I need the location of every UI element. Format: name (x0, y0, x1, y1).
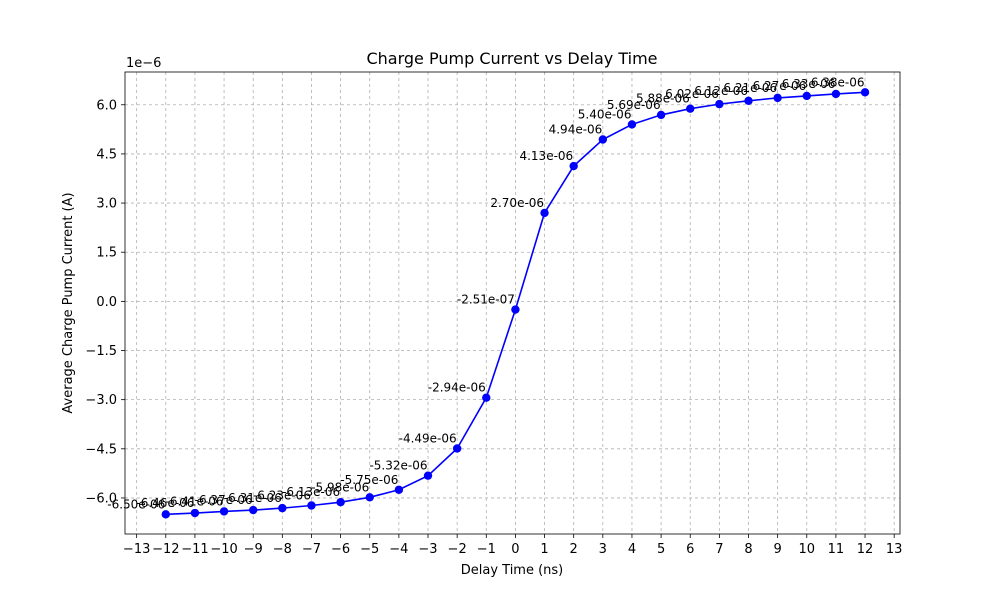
y-tick-label: 1.5 (96, 246, 117, 261)
data-label: 5.40e-06 (578, 107, 632, 121)
x-tick-label: 4 (628, 542, 636, 557)
x-tick-label: 0 (511, 542, 519, 557)
data-point (452, 444, 462, 453)
x-tick-label: −9 (244, 542, 263, 557)
data-label: -5.32e-06 (369, 459, 427, 473)
data-point (278, 503, 287, 513)
y-axis-ticks: −6.0 −4.5 −3.0 −1.5 0.0 1.5 3.0 4.5 6.0 (85, 98, 125, 506)
data-label: 6.38e-06 (811, 75, 865, 89)
data-label: -6.50e-06 (107, 497, 165, 511)
series-layer (161, 88, 870, 519)
x-tick-label: 6 (686, 542, 694, 557)
data-label: 6.02e-06 (665, 87, 719, 101)
data-point (482, 393, 491, 402)
data-point (511, 305, 520, 314)
data-label: -5.98e-06 (311, 480, 369, 494)
data-label: -6.31e-06 (224, 491, 282, 505)
data-point (569, 161, 578, 171)
x-tick-label: −7 (302, 542, 321, 557)
x-tick-label: −12 (152, 542, 179, 557)
data-label: 2.70e-06 (490, 196, 544, 210)
data-label: 4.94e-06 (549, 122, 603, 136)
data-label: -6.13e-06 (282, 485, 340, 499)
x-tick-label: −1 (477, 542, 496, 557)
x-tick-label: −6 (331, 542, 350, 557)
data-point (161, 510, 170, 519)
data-point (248, 505, 258, 515)
data-point (423, 471, 433, 480)
x-axis-label: Delay Time (ns) (461, 563, 564, 578)
x-tick-label: 5 (657, 542, 665, 557)
data-labels: -6.50e-06-6.46e-06-6.41e-06-6.37e-06-6.3… (107, 75, 864, 511)
chart-title: Charge Pump Current vs Delay Time (366, 49, 657, 68)
y-offset-text: 1e−6 (126, 56, 161, 71)
x-tick-label: 2 (570, 542, 578, 557)
y-tick-label: −3.0 (85, 393, 117, 408)
data-label: -6.23e-06 (253, 488, 311, 502)
x-tick-label: −4 (389, 542, 408, 557)
data-label: -6.41e-06 (166, 494, 224, 508)
data-label: 5.69e-06 (607, 98, 661, 112)
data-point (540, 208, 549, 218)
data-label: 6.33e-06 (782, 77, 836, 91)
data-point (627, 120, 637, 129)
data-label: -2.51e-07 (457, 293, 515, 307)
data-point (744, 96, 753, 106)
data-point (307, 501, 316, 510)
data-label: 6.27e-06 (753, 79, 807, 93)
data-point (190, 508, 200, 518)
x-tick-label: 10 (798, 542, 815, 557)
data-point (715, 99, 724, 109)
data-label: -6.37e-06 (195, 493, 253, 507)
x-tick-label: 12 (857, 542, 874, 557)
y-tick-label: 6.0 (96, 98, 117, 113)
data-label: -2.94e-06 (428, 381, 486, 395)
data-point (365, 493, 374, 502)
data-label: 6.21e-06 (723, 81, 777, 95)
x-tick-label: −11 (181, 542, 208, 557)
x-tick-label: 8 (744, 542, 752, 557)
y-tick-label: 4.5 (96, 147, 117, 162)
data-point (656, 110, 666, 120)
x-tick-label: 3 (599, 542, 607, 557)
data-label: -6.46e-06 (136, 496, 194, 510)
plot-frame (124, 71, 901, 535)
data-point (598, 135, 608, 144)
data-label: 5.88e-06 (636, 92, 690, 106)
x-tick-label: 9 (773, 542, 781, 557)
y-tick-label: −1.5 (85, 344, 117, 359)
y-axis-label: Average Charge Pump Current (A) (61, 192, 76, 413)
x-tick-label: 11 (828, 542, 845, 557)
x-axis-ticks: −13 −12 −11 −10 −9 −8 −7 −6 −5 −4 −3 −2 −1 0 1 2 3 4 5 6 7 8 9… (123, 534, 903, 557)
data-label: -5.75e-06 (340, 473, 398, 487)
data-label: 6.12e-06 (694, 84, 748, 98)
y-tick-label: 3.0 (96, 197, 117, 212)
data-point (219, 507, 229, 516)
x-tick-label: −5 (360, 542, 379, 557)
x-tick-label: 13 (886, 542, 903, 557)
x-tick-label: −10 (210, 542, 237, 557)
data-point (860, 88, 870, 97)
x-tick-label: −13 (123, 542, 150, 557)
data-point (773, 93, 782, 103)
data-point (394, 485, 404, 494)
x-tick-label: −2 (448, 542, 467, 557)
x-tick-label: −8 (273, 542, 292, 557)
y-tick-label: −4.5 (85, 442, 117, 457)
data-label: -4.49e-06 (399, 431, 457, 445)
data-label: 4.13e-06 (519, 149, 573, 163)
x-tick-label: −3 (418, 542, 437, 557)
y-tick-label: −6.0 (85, 491, 117, 506)
data-point (336, 498, 345, 507)
data-point (802, 91, 811, 101)
data-point (686, 104, 695, 113)
data-point (831, 89, 841, 99)
y-tick-label: 0.0 (96, 295, 117, 310)
x-tick-label: 7 (715, 542, 723, 557)
grid (125, 72, 900, 534)
x-tick-label: 1 (540, 542, 548, 557)
